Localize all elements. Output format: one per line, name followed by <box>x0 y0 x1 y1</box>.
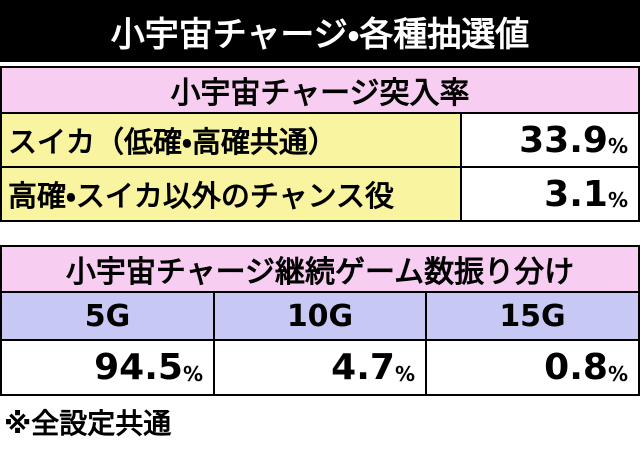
title: 小宇宙チャージ・各種抽選値 <box>110 14 530 55</box>
column-header: 5G <box>0 291 215 341</box>
value: 4.7 <box>331 347 395 388</box>
unit: % <box>607 361 628 386</box>
row-value: 3.1% <box>460 166 640 222</box>
table1-title: 小宇宙チャージ突入率 <box>170 76 470 111</box>
row-label-text: 高確・スイカ以外のチャンス役 <box>8 179 394 213</box>
unit: % <box>182 361 203 386</box>
footnote: ※全設定共通 <box>4 407 172 440</box>
unit: % <box>607 188 628 212</box>
table2-header: 小宇宙チャージ継続ゲーム数振り分け <box>0 245 640 293</box>
column-header: 10G <box>213 291 427 341</box>
unit: % <box>607 134 628 158</box>
value: 3.1 <box>544 173 608 215</box>
value-cell: 4.7% <box>213 339 427 396</box>
value: 0.8 <box>544 347 608 388</box>
value-cell: 94.5% <box>0 339 215 396</box>
column-label: 15G <box>499 298 566 334</box>
title-bar: 小宇宙チャージ・各種抽選値 <box>0 0 640 62</box>
table2-title: 小宇宙チャージ継続ゲーム数振り分け <box>65 255 575 290</box>
column-label: 10G <box>286 298 354 334</box>
value-cell: 0.8% <box>425 339 640 396</box>
row-label: 高確・スイカ以外のチャンス役 <box>0 166 462 222</box>
row-label-text: スイカ（低確・高確共通） <box>8 125 337 159</box>
value: 94.5 <box>94 347 183 388</box>
table1-header: 小宇宙チャージ突入率 <box>0 66 640 114</box>
value: 33.9 <box>519 119 608 161</box>
row-value: 33.9% <box>460 112 640 168</box>
unit: % <box>394 361 415 386</box>
column-label: 5G <box>84 298 131 334</box>
row-label: スイカ（低確・高確共通） <box>0 112 462 168</box>
column-header: 15G <box>425 291 640 341</box>
